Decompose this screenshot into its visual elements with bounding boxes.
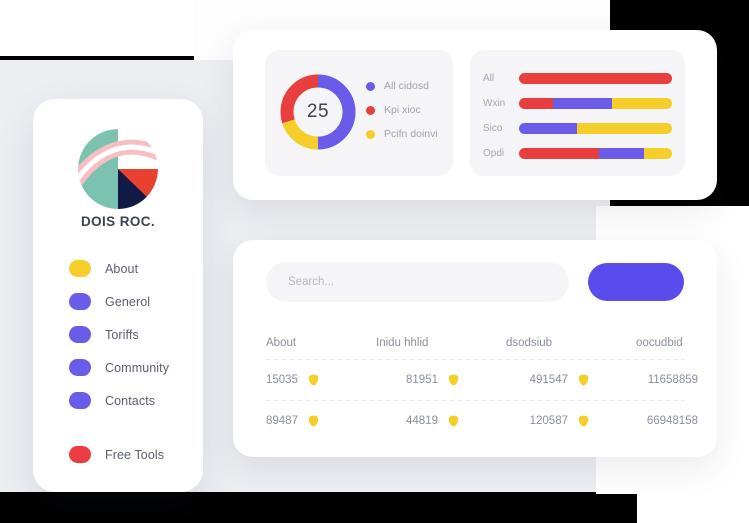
data-table-card: About Inidu hhlid dsodsiub oocudbid 1503… xyxy=(233,240,717,457)
table-cell: 44819 xyxy=(376,415,506,427)
bar-row: Sico xyxy=(483,116,672,141)
legend-dot-icon xyxy=(366,81,375,91)
search-button[interactable] xyxy=(588,263,684,301)
background-plate-top-left xyxy=(0,0,194,56)
search-row xyxy=(266,262,684,302)
legend-dot-icon xyxy=(366,105,375,115)
table-cell-value: 15035 xyxy=(266,374,298,386)
legend-label: Kpi xioc xyxy=(384,104,421,116)
sidebar-nav: About Generol Toriffs Community Contacts… xyxy=(69,252,193,471)
sidebar-item-label: About xyxy=(105,261,139,276)
shield-icon xyxy=(308,415,319,427)
bar-segment-red xyxy=(519,148,599,159)
table-header-row: About Inidu hhlid dsodsiub oocudbid xyxy=(266,326,684,359)
shield-icon xyxy=(308,374,319,386)
shield-icon xyxy=(448,374,459,386)
bar-segment-yellow xyxy=(612,98,672,109)
donut-chart: 25 xyxy=(278,72,358,152)
sidebar-item-label: Generol xyxy=(105,294,151,309)
bar-row-label: Wxin xyxy=(483,98,506,109)
table-divider xyxy=(266,400,684,401)
bar-row: Wxin xyxy=(483,91,672,116)
sidebar-item-label: Contacts xyxy=(105,393,156,408)
bar-row: Opdi xyxy=(483,141,672,166)
table-cell-value: 81951 xyxy=(406,374,438,386)
table-cell: 11658859 xyxy=(636,374,698,386)
donut-chart-panel: 25 All cidosd Kpi xioc Pcifn doinvi xyxy=(265,50,453,176)
bar-row: All xyxy=(483,66,672,91)
sidebar-item-community[interactable]: Community xyxy=(69,351,193,384)
bookmark-dot-icon xyxy=(69,326,91,343)
bar-segment-yellow xyxy=(644,148,672,159)
table-cell-value: 491547 xyxy=(529,374,568,386)
dashboard-top-card: 25 All cidosd Kpi xioc Pcifn doinvi All xyxy=(233,30,717,200)
table-divider xyxy=(266,359,684,360)
sidebar-item-generol[interactable]: Generol xyxy=(69,285,193,318)
table-cell: 491547 xyxy=(506,374,636,386)
bookmark-dot-icon xyxy=(69,260,91,277)
legend-item: All cidosd xyxy=(366,74,438,98)
table-column-header: dsodsiub xyxy=(506,336,553,349)
bar-row-label: Sico xyxy=(483,123,503,134)
background-plate-bottom-right xyxy=(637,493,749,523)
table-cell-value: 89487 xyxy=(266,415,298,427)
bar-row-label: Opdi xyxy=(483,148,505,159)
legend-label: Pcifn doinvi xyxy=(384,128,438,140)
table-row[interactable]: 15035 81951 491547 11658859 xyxy=(266,360,698,400)
bar-segment-purple xyxy=(552,98,613,109)
table-column-header: Inidu hhlid xyxy=(376,336,429,349)
bar-row-label: All xyxy=(483,73,495,84)
table-column-header: About xyxy=(266,336,297,349)
bar-track xyxy=(519,98,672,109)
table-cell-value: 44819 xyxy=(406,415,438,427)
shield-icon xyxy=(578,415,589,427)
stacked-bar-chart-panel: All Wxin Sico xyxy=(470,50,685,176)
legend-dot-icon xyxy=(366,129,375,139)
sidebar-card: DOIS ROC. About Generol Toriffs Communit… xyxy=(33,99,203,492)
bar-segment-yellow xyxy=(577,123,672,134)
abstract-circle-logo-icon xyxy=(77,128,159,210)
sidebar-item-free-tools[interactable]: Free Tools xyxy=(69,438,193,471)
sidebar-item-label: Community xyxy=(105,360,170,375)
shield-icon xyxy=(578,374,589,386)
bookmark-dot-icon xyxy=(69,293,91,310)
sidebar-item-label: Free Tools xyxy=(105,447,165,462)
data-table: About Inidu hhlid dsodsiub oocudbid 1503… xyxy=(266,326,698,441)
table-cell: 15035 xyxy=(266,374,376,386)
stacked-bar-chart: All Wxin Sico xyxy=(483,66,672,166)
bookmark-dot-icon xyxy=(69,446,91,463)
table-cell-value: 66948158 xyxy=(646,415,698,427)
brand-name: DOIS ROC. xyxy=(80,214,156,229)
shield-icon xyxy=(448,415,459,427)
bookmark-dot-icon xyxy=(69,359,91,376)
donut-legend: All cidosd Kpi xioc Pcifn doinvi xyxy=(366,74,438,146)
table-column-header: oocudbid xyxy=(636,336,683,349)
table-cell: 120587 xyxy=(506,415,636,427)
donut-segment-red xyxy=(280,74,356,150)
bookmark-dot-icon xyxy=(69,392,91,409)
table-cell: 89487 xyxy=(266,415,376,427)
table-cell-value: 120587 xyxy=(529,415,568,427)
bar-track xyxy=(519,73,672,84)
bar-track xyxy=(519,148,672,159)
donut-center-value: 25 xyxy=(306,101,330,122)
legend-item: Kpi xioc xyxy=(366,98,438,122)
bar-segment-red xyxy=(519,73,672,84)
bar-segment-purple xyxy=(519,123,578,134)
table-row[interactable]: 89487 44819 120587 66948158 xyxy=(266,401,698,441)
sidebar-item-label: Toriffs xyxy=(105,327,139,342)
legend-item: Pcifn doinvi xyxy=(366,122,438,146)
bar-segment-red xyxy=(519,98,553,109)
search-input[interactable] xyxy=(266,262,569,302)
table-cell: 81951 xyxy=(376,374,506,386)
bar-segment-purple xyxy=(598,148,645,159)
legend-label: All cidosd xyxy=(384,80,429,92)
bar-track xyxy=(519,123,672,134)
sidebar-item-toriffs[interactable]: Toriffs xyxy=(69,318,193,351)
sidebar-item-about[interactable]: About xyxy=(69,252,193,285)
table-cell: 66948158 xyxy=(636,415,698,427)
table-cell-value: 11658859 xyxy=(647,374,698,386)
sidebar-item-contacts[interactable]: Contacts xyxy=(69,384,193,417)
